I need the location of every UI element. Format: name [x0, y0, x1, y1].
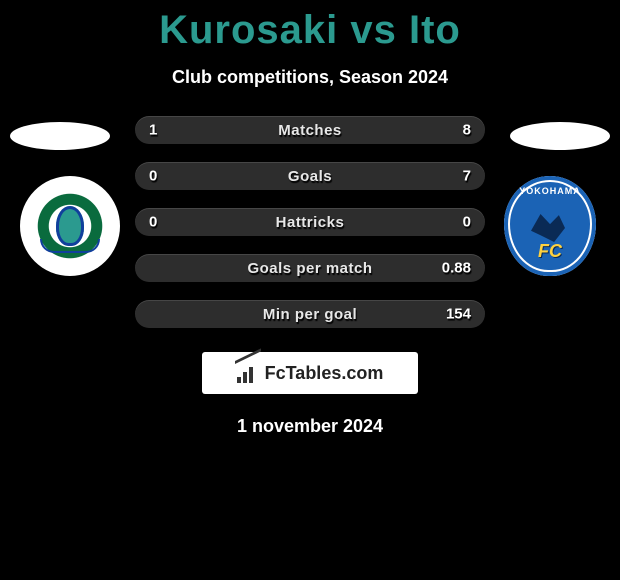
right-team-crest: YOKOHAMA FC: [500, 176, 600, 276]
stat-label: Goals: [288, 168, 332, 185]
bar-chart-icon: [237, 363, 259, 383]
stat-row-min-per-goal: Min per goal 154: [135, 300, 485, 328]
crest-arc-text: YOKOHAMA: [519, 186, 581, 196]
stat-label: Min per goal: [263, 306, 357, 323]
stat-right-value: 0: [463, 214, 471, 231]
stat-right-value: 8: [463, 122, 471, 139]
stat-right-value: 0.88: [442, 260, 471, 277]
stat-row-goals-per-match: Goals per match 0.88: [135, 254, 485, 282]
stat-label: Matches: [278, 122, 342, 139]
brand-box: FcTables.com: [202, 352, 418, 394]
right-flag-placeholder: [510, 122, 610, 150]
page-title: Kurosaki vs Ito: [0, 0, 620, 53]
stat-right-value: 154: [446, 306, 471, 323]
stat-label: Goals per match: [247, 260, 372, 277]
yokohama-crest-icon: YOKOHAMA FC: [504, 176, 596, 276]
comparison-area: YOKOHAMA FC 1 Matches 8 0 Goals 7 0 Hatt…: [0, 116, 620, 437]
left-flag-placeholder: [10, 122, 110, 150]
brand-text: FcTables.com: [265, 363, 384, 384]
subtitle: Club competitions, Season 2024: [0, 67, 620, 88]
stat-left-value: 1: [149, 122, 157, 139]
crest-fc-text: FC: [538, 241, 562, 262]
stat-right-value: 7: [463, 168, 471, 185]
stat-label: Hattricks: [276, 214, 345, 231]
stat-left-value: 0: [149, 214, 157, 231]
tochigi-crest-icon: [31, 187, 109, 265]
stat-left-value: 0: [149, 168, 157, 185]
stat-row-hattricks: 0 Hattricks 0: [135, 208, 485, 236]
stat-rows: 1 Matches 8 0 Goals 7 0 Hattricks 0 Goal…: [135, 116, 485, 328]
stat-row-matches: 1 Matches 8: [135, 116, 485, 144]
stat-row-goals: 0 Goals 7: [135, 162, 485, 190]
footer-date: 1 november 2024: [0, 416, 620, 437]
left-team-crest: [20, 176, 120, 276]
